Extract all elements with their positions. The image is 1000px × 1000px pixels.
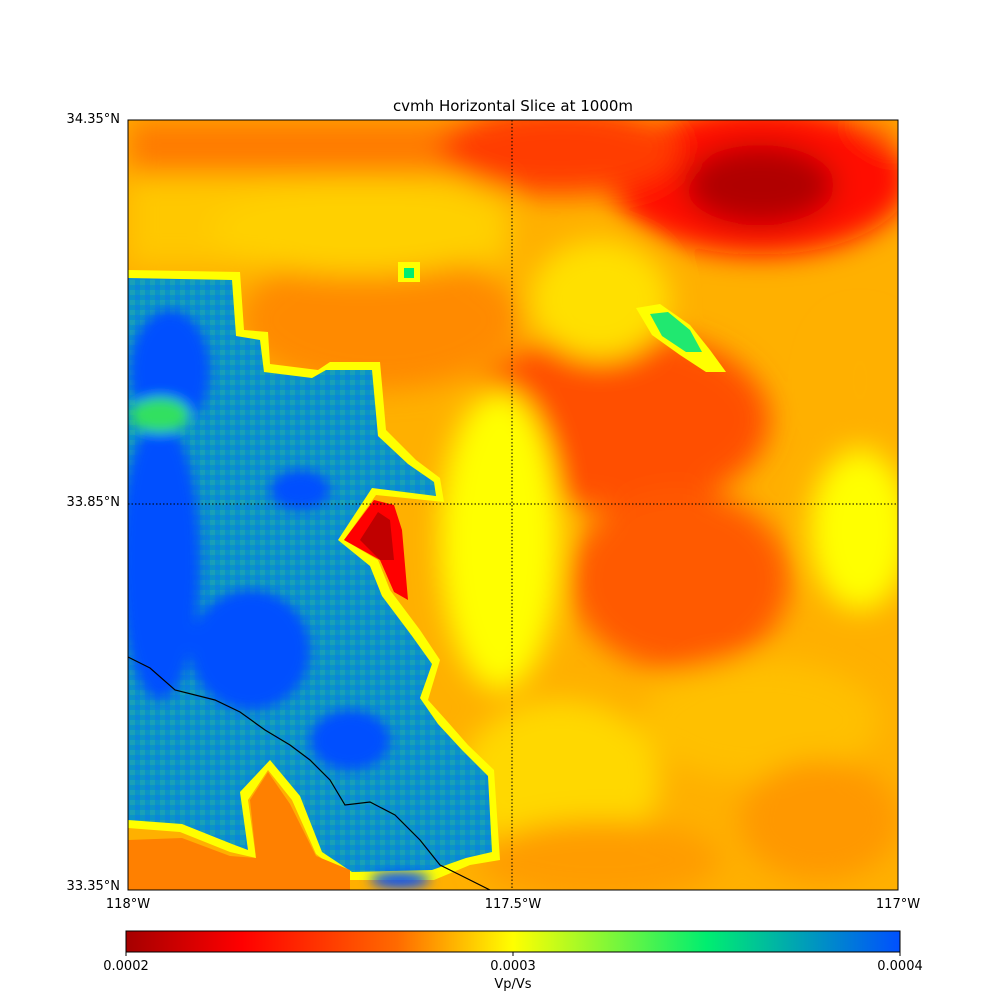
lon-tick-right: 117°W xyxy=(875,897,921,912)
heatmap xyxy=(128,120,898,890)
lat-tick-mid: 33.85°N xyxy=(66,495,120,510)
colorbar-label-1: 0.0003 xyxy=(490,959,536,974)
colorbar xyxy=(125,930,901,953)
colorbar-label-2: 0.0004 xyxy=(877,959,923,974)
lat-tick-top: 34.35°N xyxy=(66,112,120,127)
colorbar-title: Vp/Vs xyxy=(494,977,532,992)
lat-tick-bottom: 33.35°N xyxy=(66,879,120,894)
colorbar-label-0: 0.0002 xyxy=(103,959,149,974)
chart-title: cvmh Horizontal Slice at 1000m xyxy=(392,97,634,115)
lon-tick-left: 118°W xyxy=(105,897,151,912)
coastline xyxy=(128,656,491,890)
plot-frame xyxy=(127,119,899,891)
lon-tick-mid: 117.5°W xyxy=(484,897,542,912)
